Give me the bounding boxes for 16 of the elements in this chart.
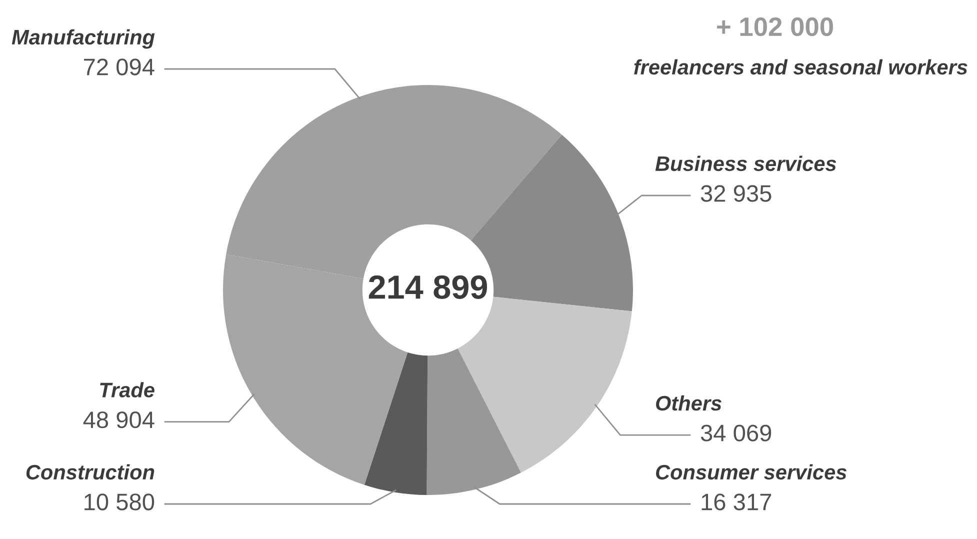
- text: freelancers and seasonal workers: [634, 59, 968, 75]
- data-label: 72 094: [84, 58, 154, 76]
- data-label: 34 069: [700, 424, 772, 442]
- donut-slice: [364, 352, 428, 495]
- data-label: 16 317: [702, 494, 772, 510]
- data-label: 32 935: [700, 185, 772, 202]
- text: 214 899: [368, 275, 488, 299]
- slice-label: Business services: [655, 156, 836, 172]
- text: + 102 000: [717, 17, 833, 36]
- slice-label: Consumer services: [656, 464, 847, 480]
- slice-label: Manufacturing: [12, 29, 155, 49]
- slice-label: Construction: [26, 464, 154, 480]
- slice-label: Others: [656, 395, 722, 411]
- slice-label: Trade: [100, 382, 154, 398]
- data-label: 48 904: [83, 411, 154, 428]
- data-label: 10 580: [84, 494, 154, 510]
